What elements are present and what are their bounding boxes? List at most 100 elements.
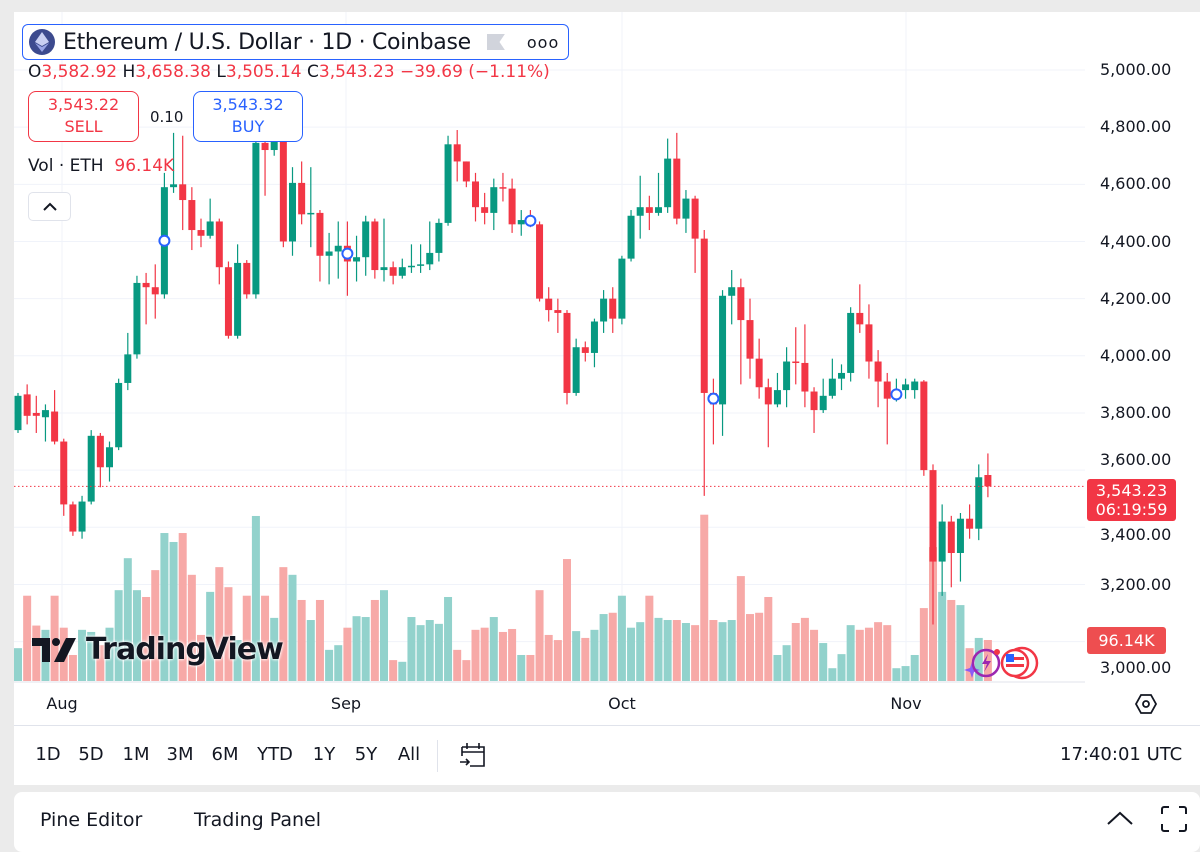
candle-up	[655, 207, 662, 213]
volume-bar	[261, 595, 270, 681]
candle-down	[453, 144, 461, 162]
volume-bar	[691, 625, 700, 681]
chart-settings-icon[interactable]	[1134, 692, 1158, 716]
tradingview-logo-text: TradingView	[86, 632, 284, 667]
volume-bar	[883, 625, 892, 681]
volume-bar	[343, 627, 352, 681]
candle-down	[673, 158, 681, 219]
volume-bar	[489, 617, 498, 681]
price-axis-label: 5,000.00	[1100, 60, 1172, 79]
volume-bar	[855, 629, 864, 681]
volume-bar	[746, 614, 754, 681]
tradingview-logo-icon	[32, 637, 76, 662]
candle-up	[417, 264, 425, 266]
candle-down	[60, 441, 68, 505]
range-6m[interactable]: 6M	[211, 744, 239, 765]
maximize-icon[interactable]	[1160, 805, 1188, 833]
tradingview-logo[interactable]: TradingView	[32, 632, 284, 667]
chevron-up-icon[interactable]	[1106, 810, 1134, 826]
range-5y[interactable]: 5Y	[354, 744, 378, 765]
candle-down	[23, 394, 31, 416]
candle-up	[133, 282, 141, 355]
time-axis-label: Sep	[330, 694, 362, 713]
candle-up	[975, 477, 983, 529]
volume-bar	[654, 617, 663, 681]
volume-bar	[553, 640, 562, 681]
volume-bar	[398, 661, 407, 681]
candle-down	[645, 207, 653, 213]
volume-bar	[810, 629, 819, 681]
candle-up	[783, 361, 791, 391]
candle-up	[682, 198, 690, 219]
range-1m[interactable]: 1M	[122, 744, 150, 765]
candle-up	[838, 372, 845, 379]
range-1y[interactable]: 1Y	[312, 744, 336, 765]
symbol-legend[interactable]: Ethereum / U.S. Dollar · 1D · Coinbase o…	[22, 24, 569, 60]
volume-bar	[114, 590, 123, 681]
volume-bar	[78, 629, 87, 681]
candle-down	[563, 312, 571, 393]
sell-price: 3,543.22	[47, 95, 120, 114]
candle-down	[499, 187, 507, 189]
candle-down	[984, 475, 992, 487]
volume-legend-value: 96.14K	[114, 156, 175, 176]
candle-up	[956, 518, 964, 554]
volume-bar	[919, 608, 928, 681]
candle-up	[124, 354, 132, 383]
volume-bar	[270, 617, 279, 681]
event-marker-icon	[158, 234, 171, 247]
sell-button[interactable]: 3,543.22 SELL	[28, 91, 139, 142]
candle-up	[380, 267, 388, 271]
range-all[interactable]: All	[397, 744, 421, 765]
volume-legend[interactable]: Vol · ETH 96.14K	[28, 156, 174, 176]
volume-bar	[14, 648, 22, 681]
open-key: O	[28, 62, 42, 82]
collapse-legend-button[interactable]	[28, 192, 71, 221]
candle-down	[96, 435, 104, 468]
buy-button[interactable]: 3,543.32 BUY	[193, 91, 303, 142]
candle-down	[261, 142, 269, 151]
volume-bar	[169, 541, 178, 681]
candle-down	[508, 188, 516, 225]
symbol-title[interactable]: Ethereum / U.S. Dollar · 1D · Coinbase	[63, 29, 471, 55]
low-key: L	[216, 62, 226, 82]
sparkle-icon	[964, 662, 980, 678]
candlestick-chart[interactable]	[0, 0, 1200, 725]
volume-bar	[581, 637, 590, 681]
candle-up	[490, 187, 498, 213]
volume-bar	[498, 631, 507, 681]
range-5d[interactable]: 5D	[78, 744, 104, 765]
candle-down	[755, 358, 763, 388]
flag-icon[interactable]	[486, 34, 505, 50]
tab-trading-panel[interactable]: Trading Panel	[194, 809, 322, 831]
candle-up	[289, 182, 296, 242]
volume-bar	[526, 654, 535, 681]
tab-pine-editor[interactable]: Pine Editor	[40, 809, 143, 831]
volume-bar	[947, 599, 956, 681]
volume-bar	[764, 596, 773, 681]
candle-down	[737, 287, 745, 321]
candle-down	[179, 184, 187, 201]
range-1d[interactable]: 1D	[35, 744, 61, 765]
candle-up	[325, 251, 333, 256]
candle-down	[389, 267, 397, 276]
range-ytd[interactable]: YTD	[257, 744, 293, 765]
volume-bar	[901, 666, 910, 681]
candle-down	[32, 412, 40, 416]
event-marker-icon	[524, 214, 537, 227]
candle-up	[719, 295, 727, 405]
volume-bar	[837, 654, 846, 681]
candle-down	[188, 200, 196, 231]
candle-up	[362, 221, 370, 258]
candle-down	[883, 381, 891, 399]
candle-up	[847, 312, 855, 373]
left-gutter	[0, 12, 14, 725]
candle-down	[462, 161, 470, 182]
clock-timezone[interactable]: 17:40:01 UTC	[1060, 744, 1183, 765]
range-3m[interactable]: 3M	[166, 744, 194, 765]
close-key: C	[307, 62, 319, 82]
go-to-date-icon[interactable]	[458, 740, 488, 770]
volume-bar	[197, 634, 205, 681]
more-options-icon[interactable]: ooo	[526, 32, 560, 52]
news-event-icons[interactable]	[964, 644, 1046, 682]
